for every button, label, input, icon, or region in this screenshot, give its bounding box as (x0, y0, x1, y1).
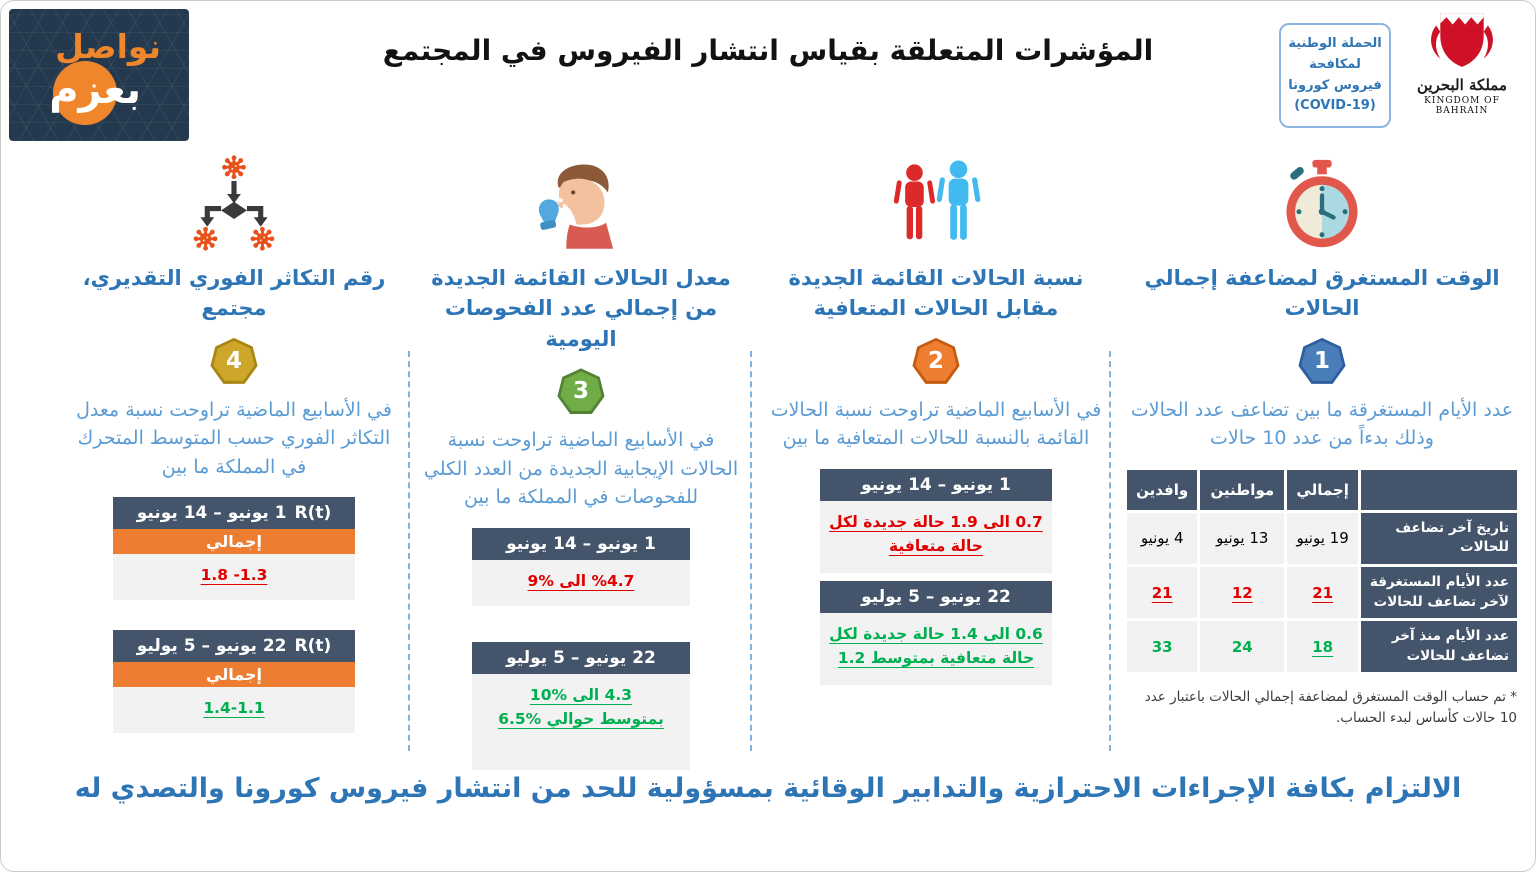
indicator-description: في الأسابيع الماضية تراوحت نسبة الحالات … (770, 398, 1102, 450)
people-icon (882, 149, 990, 253)
indicator-heading: نسبة الحالات القائمة الجديدة مقابل الحال… (788, 266, 1084, 321)
period-value: 4.3 الى %10 (529, 685, 633, 704)
indicator-description: في الأسابيع الماضية تراوحت نسبة الحالات … (423, 429, 739, 509)
indicator-number-badge: 4 (210, 337, 258, 384)
column-divider (750, 351, 752, 751)
col-header-citizens: مواطنين (1200, 469, 1285, 510)
column-positivity-rate: معدل الحالات القائمة الجديدة من إجمالي ع… (418, 149, 744, 770)
period-label: 1 يونيو – 14 يونيو (506, 533, 656, 554)
indicator-number-badge: 1 (1298, 337, 1346, 384)
period-table: 1 يونيو – 14 يونيو 0.7 الى 1.9 حالة جديد… (820, 468, 1052, 573)
period-label: 22 يونيو – 5 يوليو (136, 636, 287, 657)
page-title: المؤشرات المتعلقة بقياس انتشار الفيروس ف… (382, 34, 1154, 67)
period-table: 22 يونيو – 5 يوليو 4.3 الى %10 بمتوسط حو… (472, 641, 690, 770)
group-label: إجمالي (113, 662, 355, 688)
footer-message: الالتزام بكافة الإجراءات الاحترازية والت… (74, 773, 1462, 804)
rt-label: R(t) (294, 503, 332, 524)
period-value: 0.6 الى 1.4 حالة جديدة لكل حالة متعافية … (829, 624, 1043, 667)
period-value: بمتوسط حوالي %6.5 (498, 709, 664, 728)
indicator-description: في الأسابيع الماضية تراوحت نسبة معدل الت… (76, 398, 392, 478)
rt-period-table: R(t) 22 يونيو – 5 يوليو إجمالي 1.4-1.1 (113, 630, 355, 734)
bahrain-emblem: مملكة البحرين KINGDOM OF BAHRAIN (1397, 9, 1527, 116)
indicator-heading: الوقت المستغرق لمضاعفة إجمالي الحالات (1144, 266, 1500, 321)
indicator-description: عدد الأيام المستغرقة ما بين تضاعف عدد ال… (1130, 398, 1514, 450)
logo-orange-circle (53, 61, 117, 125)
col-header-total: إجمالي (1287, 469, 1358, 510)
rt-label: R(t) (294, 636, 332, 657)
col-header-expats: وافدين (1127, 469, 1198, 510)
indicator-number-badge: 2 (912, 337, 960, 384)
logo-line2: بعزم (49, 67, 141, 113)
table-header-row: إجمالي مواطنين وافدين (1127, 469, 1517, 510)
period-label: 22 يونيو – 5 يوليو (506, 647, 656, 668)
group-label: إجمالي (113, 529, 355, 555)
rt-value: 1.8 -1.3 (200, 566, 268, 585)
emblem-arabic-label: مملكة البحرين (1416, 76, 1508, 94)
campaign-line-covid: (COVID-19) (1294, 98, 1376, 114)
table-row: عدد الأيام منذ آخر تضاعف للحالات 18 24 3… (1127, 621, 1517, 673)
calculation-footnote: * تم حساب الوقت المستغرق لمضاعفة إجمالي … (1144, 689, 1517, 727)
column-reproduction-number: رقم التكاثر الفوري التقديري، مجتمع 4 في … (66, 149, 402, 734)
rt-value: 1.4-1.1 (203, 699, 265, 718)
column-doubling-time: الوقت المستغرق لمضاعفة إجمالي الحالات 1 … (1123, 149, 1521, 729)
indicator-number: 1 (1301, 340, 1343, 381)
campaign-line: لمكافحة (1309, 56, 1361, 72)
indicator-heading: معدل الحالات القائمة الجديدة من إجمالي ع… (431, 266, 731, 351)
period-label: 1 يونيو – 14 يونيو (136, 503, 287, 524)
period-table: 1 يونيو – 14 يونيو %4.7 الى %9 (472, 527, 690, 606)
period-value: 0.7 الى 1.9 حالة جديدة لكل حالة متعافية (829, 512, 1043, 555)
doubling-time-table: إجمالي مواطنين وافدين تاريخ آخر تضاعف لل… (1124, 467, 1520, 675)
emblem-english-label: KINGDOM OF BAHRAIN (1424, 96, 1500, 116)
period-label: 22 يونيو – 5 يوليو (861, 586, 1011, 607)
indicator-number: 2 (915, 340, 957, 381)
rt-period-table: R(t) 1 يونيو – 14 يونيو إجمالي 1.8 -1.3 (113, 497, 355, 601)
indicator-number: 4 (213, 340, 255, 381)
column-divider (1109, 351, 1111, 751)
national-campaign-badge: الحملة الوطنية لمكافحة فيروس كورونا (COV… (1279, 23, 1391, 129)
period-table: 22 يونيو – 5 يوليو 0.6 الى 1.4 حالة جديد… (820, 580, 1052, 685)
virus-spread-icon (178, 149, 290, 253)
period-label: 1 يونيو – 14 يونيو (861, 474, 1011, 495)
bahrain-coat-of-arms-icon (1431, 13, 1493, 67)
stopwatch-icon (1274, 149, 1370, 253)
campaign-logo: نواصل بعزم (9, 9, 189, 141)
logo-line1: نواصل (55, 27, 161, 66)
indicator-number-badge: 3 (557, 368, 605, 415)
column-new-vs-recovered: نسبة الحالات القائمة الجديدة مقابل الحال… (761, 149, 1111, 685)
campaign-line: فيروس كورونا (1288, 77, 1382, 93)
indicator-heading: رقم التكاثر الفوري التقديري، مجتمع (82, 266, 386, 321)
corner-cell (1361, 469, 1517, 510)
table-row: تاريخ آخر تضاعف للحالات 19 يونيو 13 يوني… (1127, 512, 1517, 564)
period-value: %4.7 الى %9 (527, 571, 635, 590)
campaign-line: الحملة الوطنية (1288, 36, 1382, 51)
indicator-number: 3 (560, 371, 602, 412)
table-row: عدد الأيام المستغرقة لآخر تضاعف للحالات … (1127, 567, 1517, 619)
column-divider (408, 351, 410, 751)
swab-test-icon (529, 149, 633, 253)
